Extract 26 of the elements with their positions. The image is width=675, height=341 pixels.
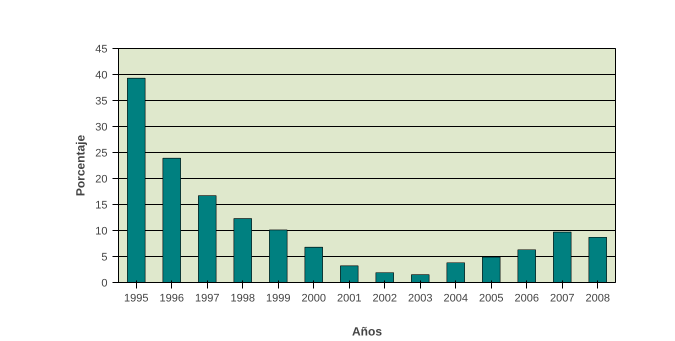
x-tick-label: 2007: [550, 292, 574, 304]
y-axis-title: Porcentaje: [73, 134, 88, 196]
x-tick-label: 1997: [195, 292, 220, 304]
y-tick-label: 10: [95, 226, 108, 238]
x-tick-label: 2004: [444, 292, 468, 304]
y-tick-label: 20: [95, 174, 108, 186]
x-axis-title: Años: [352, 324, 382, 338]
x-tick-label: 1999: [266, 292, 290, 304]
y-tick-label: 25: [95, 148, 108, 160]
x-tick-label: 1995: [124, 292, 148, 304]
x-tick-label: 1996: [160, 292, 184, 304]
y-tick-label: 40: [95, 70, 108, 82]
y-tick-label: 5: [101, 252, 108, 264]
x-tick-label: 2005: [479, 292, 504, 304]
x-tick-label: 1998: [230, 292, 255, 304]
x-tick-label: 2006: [514, 292, 539, 304]
x-tick-label: 2008: [586, 292, 610, 304]
y-tick-label: 0: [101, 278, 108, 290]
y-tick-label: 45: [95, 44, 108, 56]
y-tick-label: 35: [95, 96, 108, 108]
x-tick-label: 2001: [337, 292, 362, 304]
y-tick-label: 30: [95, 122, 108, 134]
x-tick-label: 2003: [408, 292, 432, 304]
x-tick-label: 2000: [302, 292, 326, 304]
y-tick-label: 15: [95, 200, 108, 212]
x-tick-label: 2002: [372, 292, 397, 304]
